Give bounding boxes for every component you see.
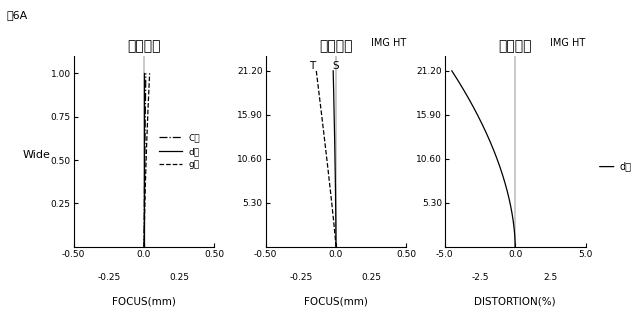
Legend: C線, d線, g線: C線, d線, g線 — [156, 130, 204, 173]
Text: Wide: Wide — [22, 150, 51, 160]
Text: IMG HT: IMG HT — [371, 38, 406, 48]
Text: 0.25: 0.25 — [361, 273, 381, 283]
Text: IMG HT: IMG HT — [550, 38, 586, 48]
Text: -2.5: -2.5 — [471, 273, 489, 283]
Text: -0.25: -0.25 — [289, 273, 312, 283]
Title: 非点収差: 非点収差 — [319, 39, 353, 53]
Text: FOCUS(mm): FOCUS(mm) — [112, 296, 176, 306]
Title: 歪曲収差: 歪曲収差 — [499, 39, 532, 53]
Text: -0.25: -0.25 — [97, 273, 120, 283]
Text: 2.5: 2.5 — [543, 273, 557, 283]
Text: d線: d線 — [620, 162, 632, 172]
Text: FOCUS(mm): FOCUS(mm) — [304, 296, 368, 306]
Text: DISTORTION(%): DISTORTION(%) — [474, 296, 556, 306]
Text: T: T — [309, 61, 315, 71]
Text: S: S — [333, 61, 339, 71]
Text: 図6A: 図6A — [6, 10, 28, 20]
Title: 球面収差: 球面収差 — [127, 39, 161, 53]
Text: 0.25: 0.25 — [169, 273, 189, 283]
